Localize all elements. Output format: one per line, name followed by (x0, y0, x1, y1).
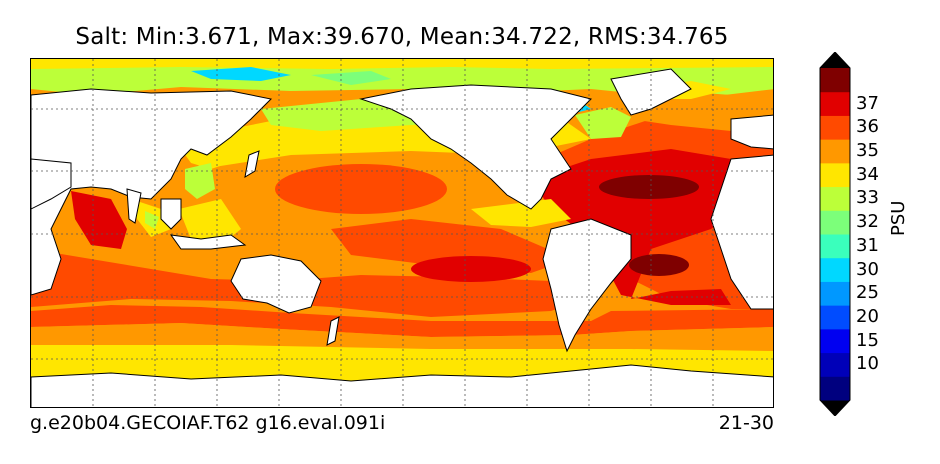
colorbar-tick-label: 30 (856, 258, 879, 280)
new-zealand (326, 316, 340, 346)
indonesian-seas-33-34 (179, 199, 241, 245)
salinity-map (30, 58, 774, 408)
colorbar-tick-label: 25 (856, 282, 879, 304)
indochina (160, 198, 182, 230)
colorbar-tick-label: 32 (856, 211, 879, 233)
map-gridlines (31, 59, 773, 407)
indonesia (169, 234, 247, 250)
land-masses (31, 68, 773, 407)
colorbar-tick-label: 35 (856, 140, 879, 161)
europe-east-edge (730, 114, 773, 150)
south-america (542, 218, 632, 353)
case-name-label: g.e20b04.GECOIAF.T62 g16.eval.091i (30, 412, 386, 434)
arctic-band-32-33 (31, 59, 773, 99)
arctic-patch-31-32 (311, 71, 391, 85)
arctic-low-salinity-patch (191, 67, 291, 81)
south-pacific-max-36-37 (411, 256, 531, 282)
north-atlantic-max (599, 175, 699, 199)
colorbar-segment (820, 162, 850, 188)
bay-of-bengal-32-33 (145, 211, 159, 229)
north-pacific-gyre-35-36 (275, 164, 447, 214)
colorbar-tick-label: 33 (856, 187, 879, 209)
arctic-rim-33-34 (31, 59, 773, 69)
colorbar-segment (820, 234, 850, 259)
north-america (359, 84, 592, 210)
antarctica (31, 364, 773, 407)
africa-east-edge (710, 154, 773, 310)
colorbar-tick-label: 15 (856, 329, 879, 351)
colorbar-segment (820, 352, 850, 377)
colorbar-segment (820, 281, 850, 306)
years-label: 21-30 (718, 412, 774, 434)
india (126, 188, 142, 224)
colorbar-segment (820, 115, 850, 140)
colorbar-segment (820, 139, 850, 164)
colorbar-segment (820, 376, 850, 401)
salinity-map-canvas (31, 59, 773, 407)
colorbar-outline (819, 52, 851, 416)
arabian-sea-36-37 (71, 191, 127, 249)
eurasia-africa-west (31, 88, 273, 296)
colorbar-segment (820, 91, 850, 116)
australia (230, 254, 322, 314)
colorbar-tick-label: 34 (856, 163, 879, 185)
south-band-34-35 (31, 323, 773, 351)
colorbar-segment (820, 305, 850, 330)
colorbar-tick-label: 31 (856, 234, 879, 256)
colorbar-tick-label: 36 (856, 116, 879, 138)
colorbar-tick-label: 37 (856, 92, 879, 114)
colorbar-segment (820, 257, 850, 282)
japan (244, 150, 260, 178)
colorbar-over-arrow (820, 52, 850, 68)
colorbar-segment (820, 186, 850, 211)
south-atlantic-max (629, 254, 689, 276)
east-pacific-fresh-33-34 (471, 199, 571, 227)
colorbar-under-arrow (820, 400, 850, 416)
colorbar-tick-label: 10 (856, 353, 879, 375)
colorbar-unit-label: PSU (888, 200, 909, 236)
map-title: Salt: Min:3.671, Max:39.670, Mean:34.722… (75, 24, 729, 50)
colorbar (819, 52, 851, 416)
colorbar-segment (820, 68, 850, 93)
china-coast-32-33 (185, 163, 215, 199)
colorbar-segment (820, 210, 850, 235)
colorbar-tick-label: 20 (856, 306, 879, 327)
africa-horn (31, 158, 72, 210)
subtropical-south-band-35-36 (31, 305, 773, 337)
colorbar-segment (820, 328, 850, 354)
